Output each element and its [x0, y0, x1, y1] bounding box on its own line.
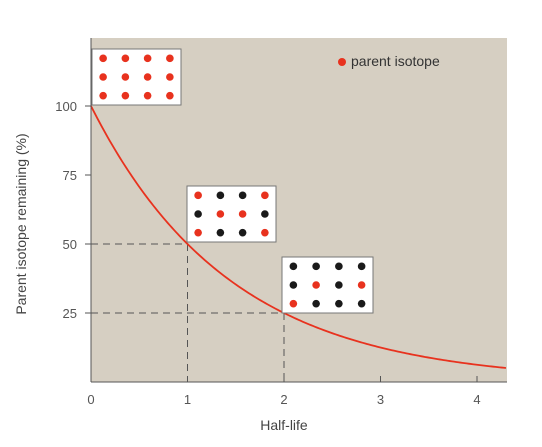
parent-atom	[121, 91, 130, 100]
parent-atom	[238, 210, 247, 218]
daughter-atom	[335, 262, 343, 271]
daughter-atom	[216, 191, 225, 200]
parent-atom	[166, 54, 174, 63]
legend-parent-dot	[338, 58, 346, 66]
legend: parent isotope	[338, 53, 440, 69]
parent-atom	[261, 191, 269, 200]
x-tick-label-0: 0	[87, 392, 94, 407]
daughter-atom	[289, 281, 298, 289]
parent-atom	[194, 228, 202, 237]
x-axis-ticks: 0 1 2 3 4	[87, 376, 481, 407]
daughter-atom	[357, 262, 366, 271]
guide-lines	[91, 243, 285, 382]
daughter-atom	[238, 228, 247, 237]
decay-curve	[90, 105, 507, 369]
y-tick-label-25: 25	[63, 306, 77, 321]
y-tick-label-100: 100	[55, 99, 77, 114]
parent-atom	[121, 73, 130, 81]
x-tick-label-3: 3	[377, 392, 384, 407]
inset-half-life-2	[281, 256, 374, 314]
y-tick-label-75: 75	[63, 168, 77, 183]
inset-half-life-0	[91, 48, 182, 106]
daughter-atom	[238, 191, 247, 200]
parent-atom	[143, 54, 152, 63]
parent-atom	[143, 73, 152, 81]
parent-atom	[289, 299, 298, 308]
y-axis-label: Parent isotope remaining (%)	[13, 133, 29, 314]
parent-atom	[143, 91, 152, 100]
axes	[90, 38, 507, 383]
daughter-atom	[194, 210, 202, 218]
parent-atom	[99, 54, 107, 63]
parent-atom	[216, 210, 225, 218]
y-axis-ticks: 25 50 75 100	[55, 99, 91, 321]
y-tick-label-50: 50	[63, 237, 77, 252]
daughter-atom	[335, 299, 343, 308]
parent-atom	[312, 281, 320, 289]
x-tick-label-2: 2	[280, 392, 287, 407]
parent-atom	[99, 73, 107, 81]
daughter-atom	[289, 262, 298, 271]
parent-atom	[166, 73, 174, 81]
parent-atom	[166, 91, 174, 100]
parent-atom	[99, 91, 107, 100]
x-tick-label-1: 1	[184, 392, 191, 407]
daughter-atom	[357, 299, 366, 308]
daughter-atom	[312, 262, 320, 271]
x-axis-label: Half-life	[260, 417, 308, 433]
x-tick-label-4: 4	[473, 392, 480, 407]
daughter-atom	[312, 299, 320, 308]
daughter-atom	[261, 210, 269, 218]
legend-label: parent isotope	[351, 53, 440, 69]
parent-atom	[121, 54, 130, 63]
daughter-atom	[335, 281, 343, 289]
parent-atom	[261, 228, 269, 237]
daughter-atom	[216, 228, 225, 237]
inset-half-life-1	[186, 185, 277, 243]
parent-atom	[357, 281, 366, 289]
parent-atom	[194, 191, 202, 200]
atom-insets	[91, 48, 374, 314]
